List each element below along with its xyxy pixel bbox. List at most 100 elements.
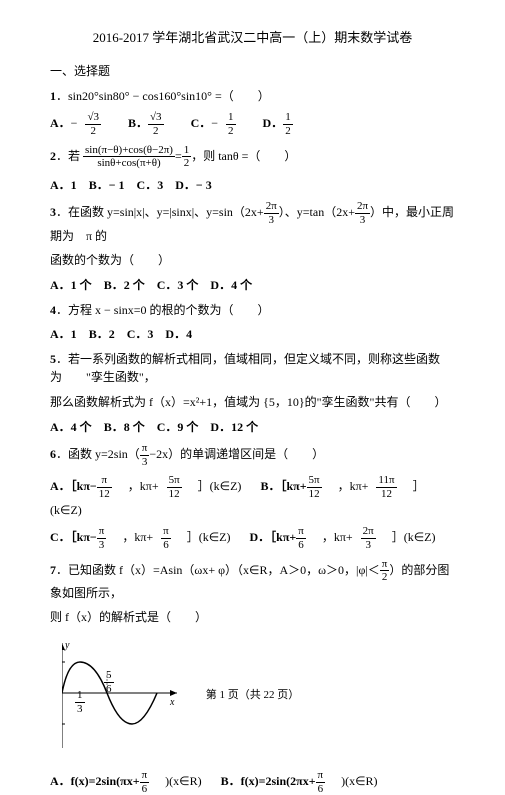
fn: 5: [104, 669, 114, 683]
c: ，kπ+: [122, 530, 153, 544]
e: ］(k∈Z): [198, 479, 242, 493]
question-6: 6．函数 y=2sin（π3−2x）的单调递增区间是（ ）: [50, 442, 455, 468]
fn: 2π: [361, 525, 376, 539]
d: D．4 个: [210, 278, 252, 292]
page-footer: 第 1 页（共 22 页）: [0, 687, 505, 704]
l: A．［kπ−: [50, 479, 97, 493]
d: D．− 3: [175, 178, 212, 192]
l: A．f(x)=2sin(πx+: [50, 774, 140, 788]
a: A．1: [50, 178, 77, 192]
a: A．1: [50, 327, 77, 341]
fd: 2: [148, 125, 164, 138]
e: )(x∈R): [165, 774, 201, 788]
fn: 5π: [167, 474, 182, 488]
opt-b: B．√32: [128, 116, 180, 130]
fn: π: [161, 525, 171, 539]
fd: 12: [376, 488, 396, 501]
q1-options: A．−√32 B．√32 C．−12 D．12: [50, 111, 455, 137]
q5-l2: 那么函数解析式为 f（x）=x²+1，值域为 {5，10}的"孪生函数"共有（ …: [50, 393, 455, 412]
section-heading: 一、选择题: [50, 62, 455, 81]
q3-line2: 函数的个数为（ ）: [50, 251, 455, 270]
question-7: 7．已知函数 f（x）=Asin（ωx+ φ）（x∈R，A＞0，ω＞0，|φ|＜…: [50, 558, 455, 603]
c: C．3: [127, 327, 154, 341]
a: A．4 个: [50, 420, 92, 434]
fd: 2: [85, 125, 101, 138]
fn: 11π: [376, 474, 396, 488]
fd: 2: [283, 125, 293, 138]
fd: 3: [355, 214, 370, 227]
od: D．［kπ+π6，kπ+2π3］(k∈Z): [250, 530, 444, 544]
c: C．3 个: [157, 278, 199, 292]
fn: √3: [85, 111, 101, 125]
d: D．4: [165, 327, 192, 341]
fn: 1: [226, 111, 236, 125]
t: ．若一系列函数的解析式相同，值域相同，但定义域不同，则称这些函数为 "孪生函数"…: [50, 352, 440, 385]
opt-d: D．12: [263, 116, 309, 130]
fn: 5π: [307, 474, 322, 488]
t: ．已知函数 f（x）=Asin（ωx+ φ）（x∈R，A＞0，ω＞0，|φ|＜: [56, 562, 380, 576]
e: ］(k∈Z): [392, 530, 436, 544]
lb: B．: [128, 116, 148, 130]
fd: 2: [226, 125, 236, 138]
fd: 12: [167, 488, 182, 501]
question-3: 3．在函数 y=sin|x|、y=|sinx|、y=sin（2x+2π3）、y=…: [50, 200, 455, 245]
fd: 3: [361, 539, 376, 552]
fd: 6: [161, 539, 171, 552]
svg-text:y: y: [64, 640, 70, 651]
fn: π: [140, 769, 150, 783]
l: D．［kπ+: [250, 530, 297, 544]
c: ，kπ+: [338, 479, 369, 493]
t: −2x）的单调递增区间是（ ）: [149, 447, 324, 461]
neg: −: [71, 116, 78, 130]
c: ，kπ+: [322, 530, 353, 544]
fn: √3: [148, 111, 164, 125]
fd: 2: [380, 571, 390, 584]
question-2: 2．若 sin(π−θ)+cos(θ−2π)sinθ+cos(π+θ)=12，则…: [50, 144, 455, 170]
oa: A．f(x)=2sin(πx+π6)(x∈R): [50, 774, 210, 788]
question-4: 4．方程 x − sinx=0 的根的个数为（ ）: [50, 301, 455, 320]
a: A．1 个: [50, 278, 92, 292]
fn: π: [380, 558, 390, 572]
fd: 3: [140, 456, 150, 469]
opt-c: C．−12: [191, 116, 252, 130]
fd: 12: [307, 488, 322, 501]
fn: 2π: [264, 200, 279, 214]
opt-a: A．−√32: [50, 116, 117, 130]
e: ］(k∈Z): [187, 530, 231, 544]
t: ．方程 x − sinx=0 的根的个数为（ ）: [56, 303, 270, 317]
fd: sinθ+cos(π+θ): [83, 157, 175, 170]
q5-options: A．4 个 B．8 个 C．9 个 D．12 个: [50, 418, 455, 437]
t: ．若: [56, 149, 80, 163]
page: 2016-2017 学年湖北省武汉二中高一（上）期末数学试卷 一、选择题 1．s…: [0, 0, 505, 714]
q7-options: A．f(x)=2sin(πx+π6)(x∈R) B．f(x)=2sin(2πx+…: [50, 769, 455, 795]
b: B．2 个: [104, 278, 145, 292]
c: C．3: [137, 178, 164, 192]
fn: 2π: [355, 200, 370, 214]
fd: 6: [316, 783, 326, 795]
fd: 6: [296, 539, 306, 552]
fn: 1: [182, 144, 192, 158]
ob: B．f(x)=2sin(2πx+π6)(x∈R): [221, 774, 386, 788]
q7-l2: 则 f（x）的解析式是（ ）: [50, 608, 455, 627]
fn: π: [316, 769, 326, 783]
ld: D．: [263, 116, 284, 130]
page-title: 2016-2017 学年湖北省武汉二中高一（上）期末数学试卷: [50, 28, 455, 48]
q4-options: A．1 B．2 C．3 D．4: [50, 325, 455, 344]
q1-text: ．sin20°sin80° − cos160°sin10° =（ ）: [56, 89, 270, 103]
fn: π: [296, 525, 306, 539]
oc: C．［kπ−π3，kπ+π6］(k∈Z): [50, 530, 239, 544]
fd: 3: [75, 703, 85, 716]
t: ．函数 y=2sin（: [56, 447, 140, 461]
l: B．［kπ+: [260, 479, 306, 493]
fd: 3: [97, 539, 107, 552]
q6-ab: A．［kπ−π12，kπ+5π12］(k∈Z) B．［kπ+5π12，kπ+11…: [50, 474, 455, 519]
t: ．在函数 y=sin|x|、y=|sinx|、y=sin（2x+: [56, 205, 264, 219]
b: B．− 1: [89, 178, 125, 192]
b: B．2: [89, 327, 115, 341]
l: B．f(x)=2sin(2πx+: [221, 774, 316, 788]
question-1: 1．sin20°sin80° − cos160°sin10° =（ ）: [50, 87, 455, 106]
fn: 1: [283, 111, 293, 125]
q6-cd: C．［kπ−π3，kπ+π6］(k∈Z) D．［kπ+π6，kπ+2π3］(k∈…: [50, 525, 455, 551]
fn: π: [97, 474, 112, 488]
fn: sin(π−θ)+cos(θ−2π): [83, 144, 175, 158]
